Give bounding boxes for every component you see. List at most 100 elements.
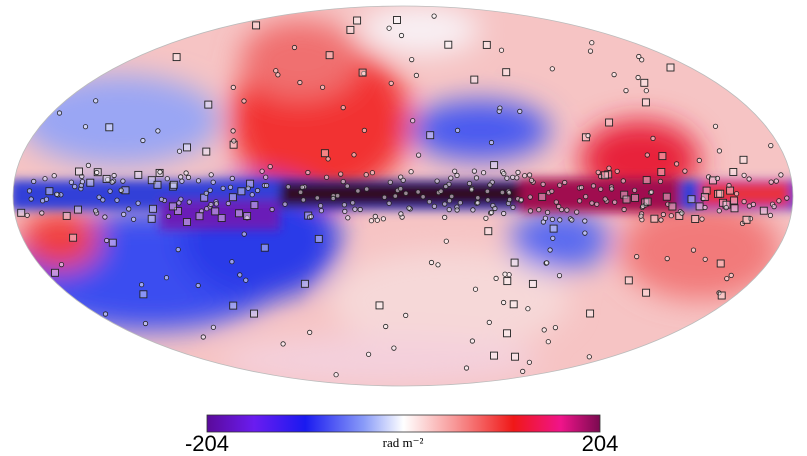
source-square [139,290,148,299]
source-circle [345,215,351,221]
source-circle [750,201,757,207]
source-circle [682,168,688,174]
source-circle [741,199,747,205]
source-circle [542,215,549,221]
source-circle [406,205,412,211]
source-circle [195,178,202,184]
source-circle [475,195,481,201]
source-circle [369,170,375,176]
source-circle [408,169,414,175]
source-circle [471,168,477,174]
source-circle [82,124,89,130]
source-square [739,155,748,164]
source-square [235,209,243,218]
source-square [69,233,78,242]
source-square [702,186,711,195]
source-square [195,212,204,221]
source-circle [699,216,705,222]
source-square [17,208,26,217]
source-circle [784,195,790,201]
source-square [717,291,726,300]
source-square [169,180,178,189]
source-circle [325,156,331,162]
source-square [490,161,499,170]
source-circle [285,184,291,190]
source-square [605,118,614,127]
source-circle [314,195,320,201]
source-circle [621,206,627,213]
source-circle [275,72,281,78]
source-circle [643,88,649,94]
source-circle [585,133,591,139]
source-circle [510,174,516,180]
source-square [668,202,677,211]
source-circle [602,196,608,202]
source-circle [589,200,595,206]
source-circle [556,203,562,210]
source-circle [43,196,50,202]
source-circle [72,184,78,190]
source-square [503,329,511,338]
source-square [538,192,547,201]
source-square [631,193,639,202]
source-circle [549,216,556,222]
source-circle [397,186,404,192]
source-square [375,301,384,310]
source-circle [452,168,458,174]
source-circle [506,190,512,196]
colorbar-tick-label: 204 [582,431,619,456]
source-circle [526,172,533,178]
source-circle [305,169,311,176]
source-circle [333,372,339,378]
source-circle [778,172,784,178]
source-circle [94,169,100,176]
source-circle [140,137,146,144]
source-square [700,192,709,201]
source-circle [473,175,480,181]
source-circle [590,183,597,189]
source-square [742,215,751,224]
source-square [51,268,59,277]
source-circle [179,178,185,184]
source-circle [420,194,426,200]
source-circle [338,171,344,177]
source-circle [586,354,592,360]
source-circle [614,168,620,174]
source-square [260,243,269,252]
source-square [314,234,323,243]
source-circle [175,247,181,253]
source-circle [334,193,341,199]
source-square [641,98,650,107]
source-circle [263,182,270,189]
source-circle [598,186,604,192]
source-circle [767,212,774,218]
source-square [600,171,609,180]
source-circle [657,178,664,184]
source-circle [696,157,702,163]
source-circle [673,161,680,167]
source-circle [562,179,568,186]
source-circle [231,138,237,144]
source-circle [391,345,397,351]
source-square [510,258,519,267]
source-circle [241,98,247,104]
source-square [759,206,768,215]
source-square [217,214,226,222]
source-square [211,207,220,216]
source-square [75,167,83,176]
source-square [62,211,71,220]
source-circle [273,68,279,74]
source-circle [496,108,502,114]
source-circle [229,175,235,181]
source-circle [342,208,348,214]
source-circle [623,88,629,94]
source-circle [230,84,236,91]
source-circle [468,187,475,193]
source-square [675,211,684,220]
source-square [502,68,511,77]
source-circle [323,174,330,180]
source-circle [93,98,99,104]
source-circle [355,188,361,194]
source-circle [155,128,161,134]
source-circle [714,175,721,181]
